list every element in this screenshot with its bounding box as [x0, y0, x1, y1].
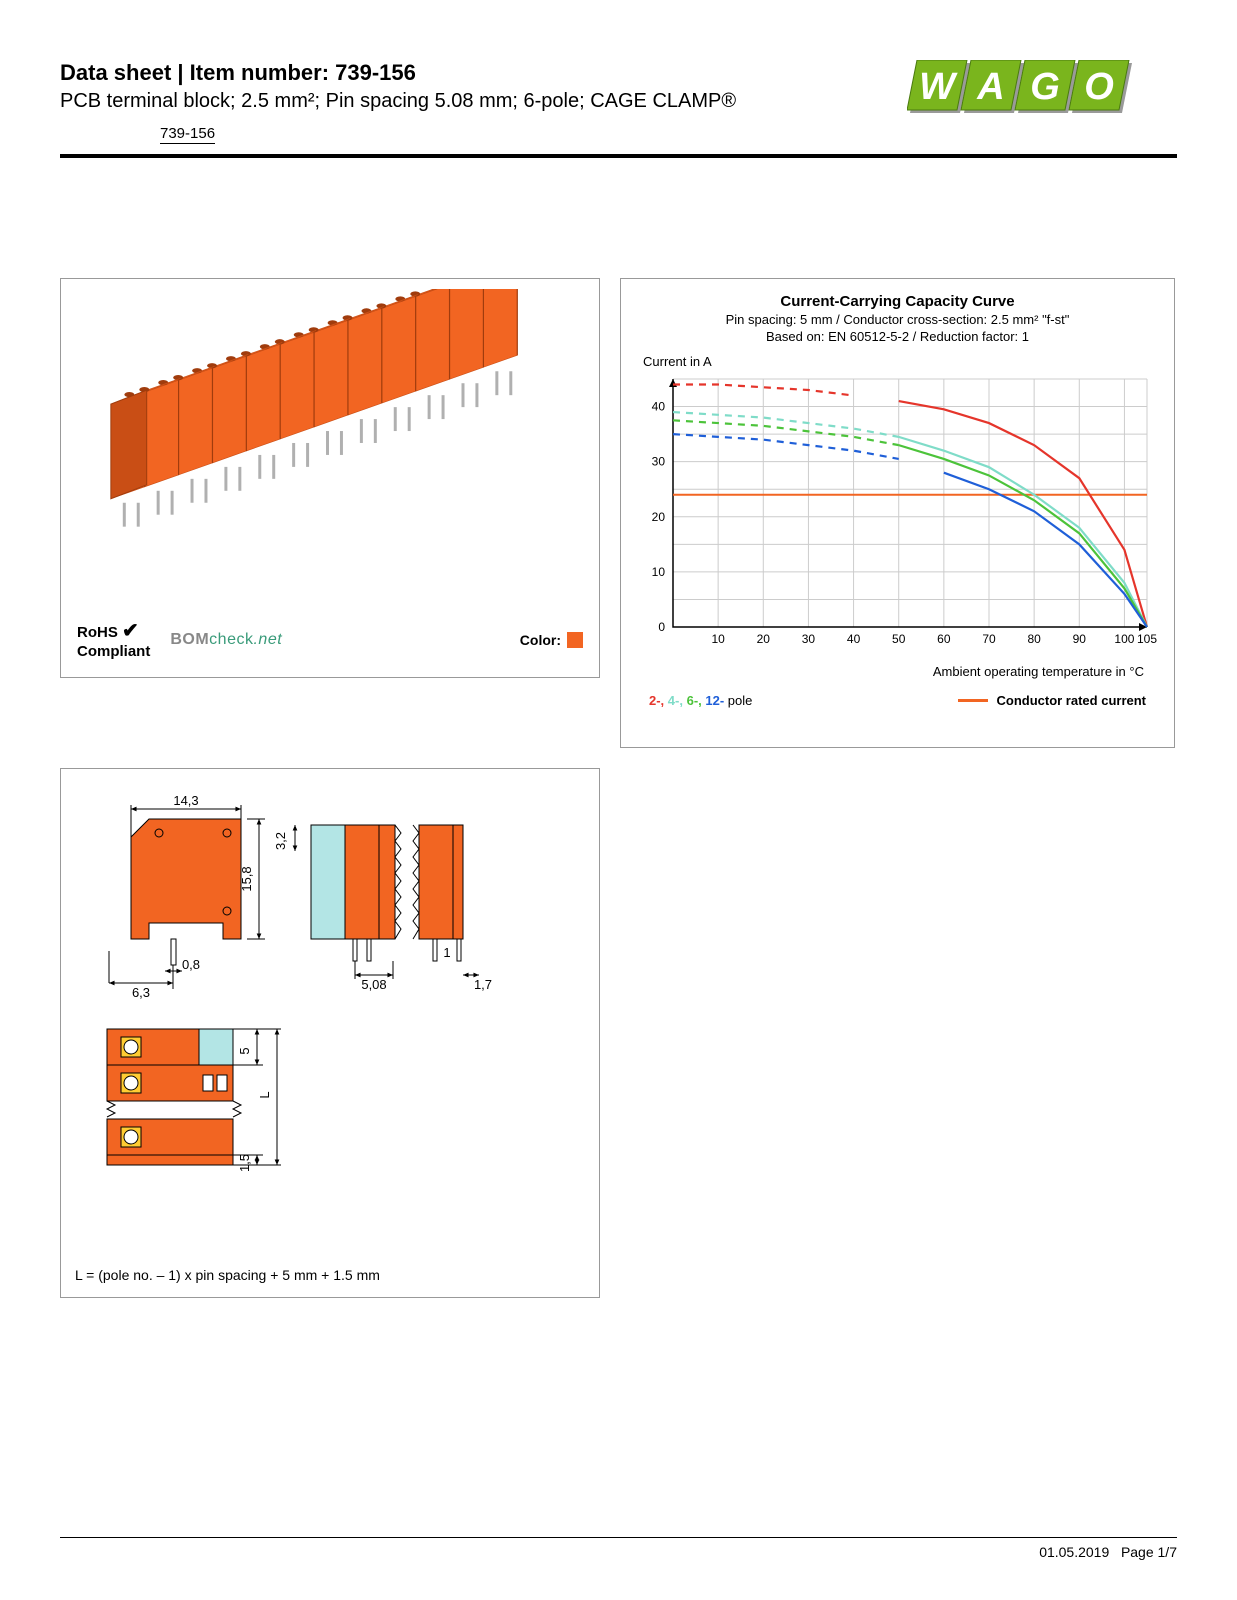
legend-poles: 2-, 4-, 6-, 12- pole — [649, 693, 752, 708]
title-prefix: Data sheet — [60, 60, 171, 85]
bom-green: check — [209, 631, 253, 648]
svg-text:105: 105 — [1137, 632, 1157, 646]
svg-text:50: 50 — [892, 632, 906, 646]
svg-text:10: 10 — [652, 565, 666, 579]
footer-date: 01.05.2019 — [1039, 1544, 1109, 1560]
color-swatch — [567, 632, 583, 648]
svg-text:15,8: 15,8 — [239, 866, 254, 891]
svg-text:3,2: 3,2 — [273, 832, 288, 850]
svg-text:W: W — [919, 66, 958, 108]
product-panel: RoHS ✔ Compliant BOMcheck.net Color: — [60, 278, 600, 678]
chart-sub2: Based on: EN 60512-5-2 / Reduction facto… — [631, 329, 1164, 344]
svg-text:1,5: 1,5 — [237, 1154, 252, 1172]
svg-text:30: 30 — [652, 455, 666, 469]
color-label-text: Color: — [520, 632, 561, 648]
bom-grey: BOM — [170, 631, 209, 648]
svg-text:60: 60 — [937, 632, 951, 646]
footer-page: Page 1/7 — [1121, 1544, 1177, 1560]
legend-conductor: Conductor rated current — [958, 693, 1146, 708]
chart-sub1: Pin spacing: 5 mm / Conductor cross-sect… — [631, 312, 1164, 327]
dimensions-panel: 14,3 15,8 0,8 6,3 3,2 5,08 1,7 1 5 L 1,5 L = (pole… — [60, 768, 600, 1298]
bom-net: .net — [253, 631, 282, 648]
svg-text:G: G — [1030, 66, 1060, 108]
color-indicator: Color: — [520, 632, 583, 648]
panels-row: RoHS ✔ Compliant BOMcheck.net Color: Cur… — [60, 278, 1177, 748]
svg-text:40: 40 — [652, 400, 666, 414]
chart-title: Current-Carrying Capacity Curve — [631, 293, 1164, 310]
svg-text:0,8: 0,8 — [182, 957, 200, 972]
legend-line-icon — [958, 699, 988, 702]
chart-panel: Current-Carrying Capacity Curve Pin spac… — [620, 278, 1175, 748]
svg-text:O: O — [1084, 66, 1114, 108]
svg-text:20: 20 — [757, 632, 771, 646]
compliance-row: RoHS ✔ Compliant BOMcheck.net Color: — [77, 619, 583, 661]
svg-text:70: 70 — [982, 632, 996, 646]
title-sep: | — [171, 60, 189, 85]
svg-text:L: L — [257, 1091, 272, 1098]
product-render — [71, 289, 589, 589]
title-description: PCB terminal block; 2.5 mm²; Pin spacing… — [60, 90, 897, 113]
rohs-label: RoHS — [77, 624, 118, 641]
dimensions-drawing: 14,3 15,8 0,8 6,3 3,2 5,08 1,7 1 5 L 1,5 — [71, 779, 591, 1229]
sub-item-number: 739-156 — [160, 125, 215, 144]
title-item-label: Item number: — [190, 60, 335, 85]
legend-pole-4: 4-, — [668, 693, 687, 708]
legend-pole-6: 6-, — [687, 693, 706, 708]
legend-conductor-text: Conductor rated current — [996, 693, 1146, 708]
brand-logo: WAGO — [897, 60, 1177, 131]
chart-ylabel: Current in A — [643, 354, 1164, 369]
svg-text:A: A — [976, 66, 1004, 108]
legend-pole-2: 2-, — [649, 693, 668, 708]
chart-plot: 10 20 30 40 50 60 70 80 90 100105 0 10 20 30 40 — [631, 373, 1161, 653]
check-icon: ✔ — [122, 620, 139, 642]
header: Data sheet | Item number: 739-156 PCB te… — [60, 60, 1177, 158]
legend-pole-12: 12- — [705, 693, 724, 708]
svg-text:5,08: 5,08 — [361, 977, 386, 992]
svg-text:90: 90 — [1073, 632, 1087, 646]
svg-text:100: 100 — [1114, 632, 1134, 646]
chart-xlabel: Ambient operating temperature in °C — [631, 664, 1164, 679]
header-text: Data sheet | Item number: 739-156 PCB te… — [60, 60, 897, 144]
footer: 01.05.2019 Page 1/7 — [60, 1537, 1177, 1560]
svg-text:1: 1 — [443, 945, 450, 960]
svg-text:1,7: 1,7 — [474, 977, 492, 992]
rohs-badge: RoHS ✔ Compliant — [77, 619, 150, 661]
title-line1: Data sheet | Item number: 739-156 — [60, 60, 897, 86]
svg-text:30: 30 — [802, 632, 816, 646]
svg-text:0: 0 — [658, 620, 665, 634]
svg-text:40: 40 — [847, 632, 861, 646]
svg-text:6,3: 6,3 — [132, 985, 150, 1000]
title-item-number: 739-156 — [335, 60, 416, 85]
svg-text:20: 20 — [652, 510, 666, 524]
svg-text:10: 10 — [711, 632, 725, 646]
bomcheck-badge: BOMcheck.net — [170, 631, 282, 649]
rohs-compliant: Compliant — [77, 643, 150, 660]
svg-text:5: 5 — [237, 1047, 252, 1054]
legend-pole-suffix: pole — [724, 693, 752, 708]
svg-text:14,3: 14,3 — [173, 793, 198, 808]
dimension-formula: L = (pole no. – 1) x pin spacing + 5 mm … — [75, 1267, 380, 1283]
svg-text:80: 80 — [1027, 632, 1041, 646]
chart-legend: 2-, 4-, 6-, 12- pole Conductor rated cur… — [631, 693, 1164, 708]
